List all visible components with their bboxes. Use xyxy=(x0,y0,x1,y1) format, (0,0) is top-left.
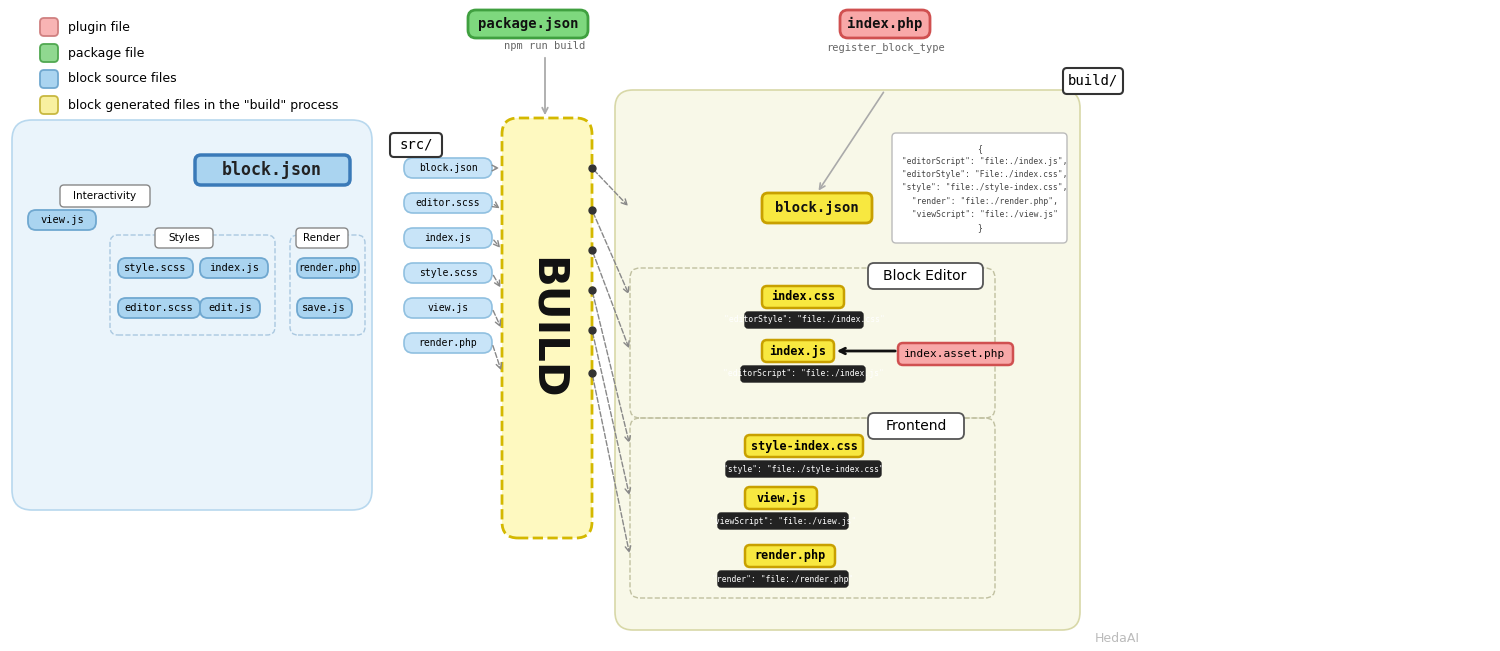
FancyBboxPatch shape xyxy=(118,258,194,278)
Text: {
  "editorScript": "file:./index.js",
  "editorStyle": "File:./index.css",
  "s: { "editorScript": "file:./index.js", "ed… xyxy=(891,144,1068,232)
Text: index.asset.php: index.asset.php xyxy=(904,349,1005,359)
Text: block generated files in the "build" process: block generated files in the "build" pro… xyxy=(68,98,339,111)
FancyBboxPatch shape xyxy=(868,413,964,439)
Text: "render": "file:./render.php": "render": "file:./render.php" xyxy=(712,574,854,583)
Text: src/: src/ xyxy=(399,138,432,152)
FancyBboxPatch shape xyxy=(868,263,982,289)
FancyBboxPatch shape xyxy=(404,158,492,178)
FancyBboxPatch shape xyxy=(746,312,862,328)
Text: "viewScript": "file:./view.js": "viewScript": "file:./view.js" xyxy=(710,516,856,525)
FancyBboxPatch shape xyxy=(503,118,592,538)
Text: "editorStyle": "file:./index.css": "editorStyle": "file:./index.css" xyxy=(723,316,885,324)
FancyBboxPatch shape xyxy=(297,258,358,278)
Text: render.php: render.php xyxy=(419,338,477,348)
FancyBboxPatch shape xyxy=(840,10,930,38)
FancyBboxPatch shape xyxy=(390,133,442,157)
Text: index.js: index.js xyxy=(424,233,471,243)
Text: style-index.css: style-index.css xyxy=(750,439,858,452)
Text: Styles: Styles xyxy=(168,233,200,243)
FancyBboxPatch shape xyxy=(12,120,372,510)
FancyBboxPatch shape xyxy=(60,185,150,207)
FancyBboxPatch shape xyxy=(615,90,1080,630)
FancyBboxPatch shape xyxy=(741,366,866,382)
Text: npm run build: npm run build xyxy=(504,41,585,51)
FancyBboxPatch shape xyxy=(154,228,213,248)
FancyBboxPatch shape xyxy=(404,228,492,248)
FancyBboxPatch shape xyxy=(762,340,834,362)
Text: save.js: save.js xyxy=(302,303,346,313)
Text: editor.scss: editor.scss xyxy=(124,303,194,313)
FancyBboxPatch shape xyxy=(404,263,492,283)
FancyBboxPatch shape xyxy=(404,298,492,318)
FancyBboxPatch shape xyxy=(1064,68,1124,94)
Text: editor.scss: editor.scss xyxy=(416,198,480,208)
Text: package file: package file xyxy=(68,46,144,59)
FancyBboxPatch shape xyxy=(200,298,260,318)
FancyBboxPatch shape xyxy=(762,193,871,223)
Text: view.js: view.js xyxy=(427,303,468,313)
Text: "editorScript": "file:./index.js": "editorScript": "file:./index.js" xyxy=(723,370,884,378)
FancyBboxPatch shape xyxy=(746,487,818,509)
FancyBboxPatch shape xyxy=(297,298,352,318)
Text: "style": "file:./style-index.css": "style": "file:./style-index.css" xyxy=(723,465,884,473)
FancyBboxPatch shape xyxy=(200,258,268,278)
FancyBboxPatch shape xyxy=(468,10,588,38)
Text: register_block_type: register_block_type xyxy=(825,42,945,53)
FancyBboxPatch shape xyxy=(404,333,492,353)
FancyBboxPatch shape xyxy=(898,343,1013,365)
FancyBboxPatch shape xyxy=(40,96,58,114)
Text: index.css: index.css xyxy=(771,290,836,303)
FancyBboxPatch shape xyxy=(296,228,348,248)
FancyBboxPatch shape xyxy=(718,513,848,529)
FancyBboxPatch shape xyxy=(40,44,58,62)
Text: edit.js: edit.js xyxy=(209,303,252,313)
Text: block.json: block.json xyxy=(222,161,322,179)
Text: style.scss: style.scss xyxy=(123,263,186,273)
FancyBboxPatch shape xyxy=(746,435,862,457)
Text: index.js: index.js xyxy=(770,344,826,357)
FancyBboxPatch shape xyxy=(404,193,492,213)
Text: BUILD: BUILD xyxy=(526,256,568,399)
FancyBboxPatch shape xyxy=(726,461,880,477)
FancyBboxPatch shape xyxy=(28,210,96,230)
Text: block.json: block.json xyxy=(776,201,859,215)
Text: style.scss: style.scss xyxy=(419,268,477,278)
FancyBboxPatch shape xyxy=(746,545,836,567)
Text: view.js: view.js xyxy=(756,492,806,505)
FancyBboxPatch shape xyxy=(195,155,350,185)
FancyBboxPatch shape xyxy=(40,18,58,36)
Text: Interactivity: Interactivity xyxy=(74,191,136,201)
Text: index.js: index.js xyxy=(209,263,260,273)
Text: block source files: block source files xyxy=(68,72,177,85)
Text: Frontend: Frontend xyxy=(885,419,946,433)
FancyBboxPatch shape xyxy=(892,133,1066,243)
Text: Block Editor: Block Editor xyxy=(884,269,966,283)
FancyBboxPatch shape xyxy=(40,70,58,88)
Text: render.php: render.php xyxy=(298,263,357,273)
Text: HedaAI: HedaAI xyxy=(1095,631,1140,644)
FancyBboxPatch shape xyxy=(118,298,200,318)
Text: render.php: render.php xyxy=(754,549,825,562)
Text: package.json: package.json xyxy=(477,17,579,31)
Text: view.js: view.js xyxy=(40,215,84,225)
FancyBboxPatch shape xyxy=(718,571,848,587)
FancyBboxPatch shape xyxy=(762,286,844,308)
Text: block.json: block.json xyxy=(419,163,477,173)
Text: build/: build/ xyxy=(1068,74,1118,88)
Text: index.php: index.php xyxy=(847,17,922,31)
Text: Render: Render xyxy=(303,233,340,243)
Text: plugin file: plugin file xyxy=(68,20,130,33)
